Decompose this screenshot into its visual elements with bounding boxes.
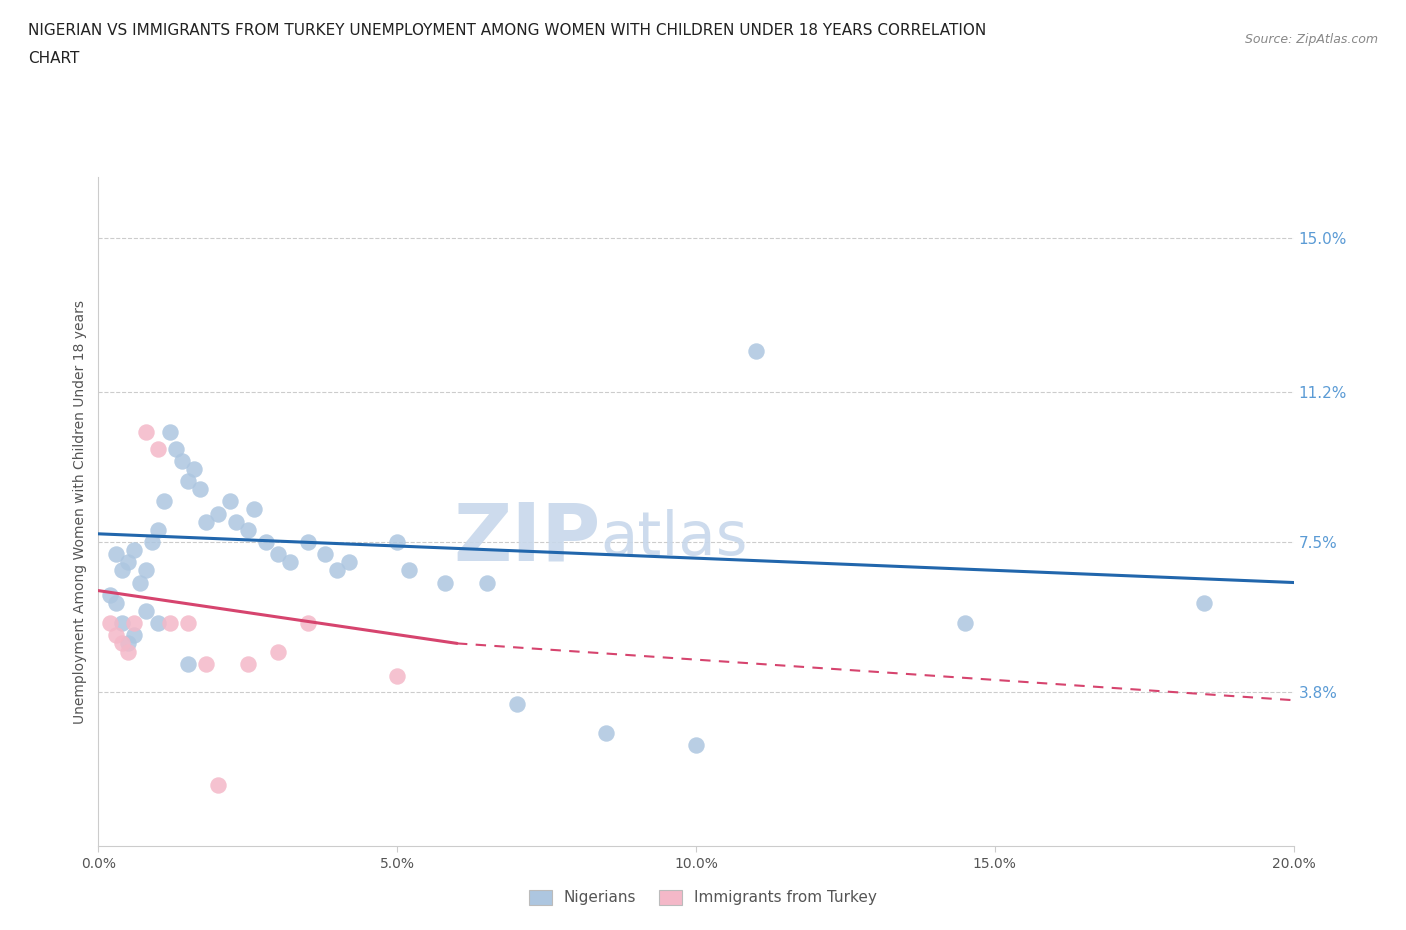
Point bbox=[225, 514, 247, 529]
Point bbox=[105, 547, 128, 562]
Point bbox=[398, 563, 420, 578]
Text: Source: ZipAtlas.com: Source: ZipAtlas.com bbox=[1244, 33, 1378, 46]
Point bbox=[188, 482, 211, 497]
Point bbox=[314, 547, 337, 562]
Point bbox=[111, 616, 134, 631]
Point bbox=[165, 441, 187, 456]
Point bbox=[141, 535, 163, 550]
Point bbox=[105, 595, 128, 610]
Point bbox=[117, 636, 139, 651]
Point bbox=[195, 657, 218, 671]
Point bbox=[297, 535, 319, 550]
Point bbox=[177, 616, 200, 631]
Point bbox=[267, 644, 290, 659]
Point bbox=[100, 616, 122, 631]
Point bbox=[159, 425, 181, 440]
Point bbox=[100, 587, 122, 602]
Point bbox=[685, 737, 707, 752]
Point bbox=[433, 575, 456, 590]
Point bbox=[177, 473, 200, 488]
Point bbox=[117, 555, 139, 570]
Point bbox=[506, 697, 529, 711]
Point bbox=[326, 563, 349, 578]
Point bbox=[124, 628, 146, 643]
Point bbox=[595, 725, 617, 740]
Point bbox=[148, 616, 170, 631]
Point bbox=[183, 461, 205, 476]
Point bbox=[207, 778, 229, 793]
Legend: Nigerians, Immigrants from Turkey: Nigerians, Immigrants from Turkey bbox=[516, 877, 890, 918]
Point bbox=[111, 563, 134, 578]
Y-axis label: Unemployment Among Women with Children Under 18 years: Unemployment Among Women with Children U… bbox=[73, 299, 87, 724]
Point bbox=[124, 542, 146, 557]
Point bbox=[135, 425, 157, 440]
Point bbox=[124, 616, 146, 631]
Point bbox=[195, 514, 218, 529]
Point bbox=[135, 604, 157, 618]
Point bbox=[236, 657, 259, 671]
Point bbox=[105, 628, 128, 643]
Point bbox=[243, 502, 266, 517]
Point bbox=[135, 563, 157, 578]
Point bbox=[117, 644, 139, 659]
Point bbox=[219, 494, 242, 509]
Point bbox=[153, 494, 176, 509]
Point bbox=[159, 616, 181, 631]
Point bbox=[953, 616, 976, 631]
Point bbox=[385, 535, 409, 550]
Point bbox=[207, 506, 229, 521]
Point bbox=[236, 523, 259, 538]
Point bbox=[297, 616, 319, 631]
Point bbox=[172, 453, 194, 468]
Point bbox=[254, 535, 277, 550]
Point bbox=[1192, 595, 1215, 610]
Point bbox=[267, 547, 290, 562]
Point bbox=[111, 636, 134, 651]
Point bbox=[129, 575, 152, 590]
Text: atlas: atlas bbox=[600, 509, 748, 568]
Point bbox=[278, 555, 301, 570]
Text: NIGERIAN VS IMMIGRANTS FROM TURKEY UNEMPLOYMENT AMONG WOMEN WITH CHILDREN UNDER : NIGERIAN VS IMMIGRANTS FROM TURKEY UNEMP… bbox=[28, 23, 987, 38]
Point bbox=[177, 657, 200, 671]
Text: ZIP: ZIP bbox=[453, 499, 600, 578]
Point bbox=[745, 344, 768, 359]
Point bbox=[339, 555, 360, 570]
Point bbox=[385, 669, 409, 684]
Text: CHART: CHART bbox=[28, 51, 80, 66]
Point bbox=[475, 575, 498, 590]
Point bbox=[148, 441, 170, 456]
Point bbox=[148, 523, 170, 538]
